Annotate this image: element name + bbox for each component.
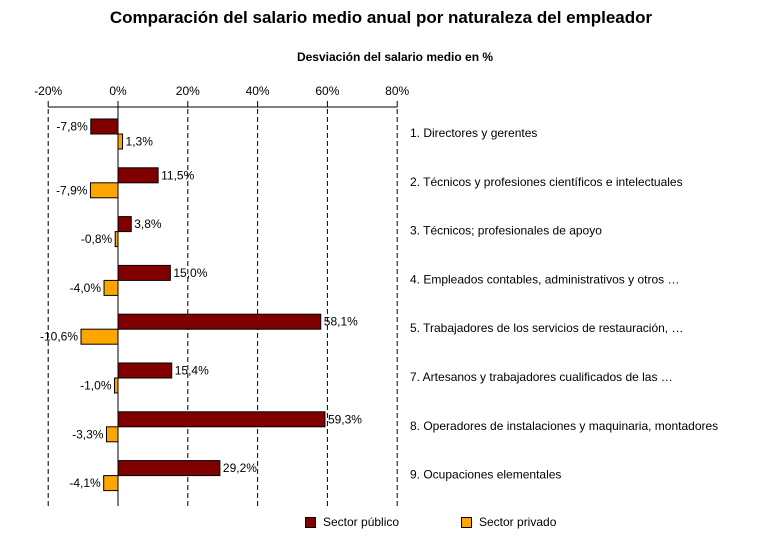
legend-item-publico: Sector público: [305, 515, 399, 529]
bar-sector-publico: [117, 167, 159, 184]
category-label: 9. Ocupaciones elementales: [410, 468, 561, 482]
data-label: 15,0%: [173, 266, 207, 280]
x-tick-label: 80%: [385, 84, 409, 98]
category-label: 7. Artesanos y trabajadores cualificados…: [410, 370, 673, 384]
x-tick-label: 40%: [246, 84, 270, 98]
data-label: -7,8%: [56, 120, 88, 134]
data-label: -4,1%: [69, 476, 101, 490]
data-label: 59,3%: [328, 412, 362, 426]
data-label: -7,9%: [56, 183, 88, 197]
bar-sector-privado: [80, 328, 119, 345]
bar-sector-publico: [117, 313, 322, 330]
legend-swatch-privado: [461, 516, 472, 528]
data-label: -3,3%: [72, 427, 104, 441]
bar-sector-privado: [105, 426, 119, 443]
data-label: -4,0%: [70, 281, 102, 295]
bar-sector-publico: [117, 411, 326, 428]
bar-sector-publico: [117, 460, 221, 477]
category-label: 8. Operadores de instalaciones y maquina…: [410, 419, 718, 433]
category-label: 3. Técnicos; profesionales de apoyo: [410, 224, 602, 238]
category-label: 4. Empleados contables, administrativos …: [410, 272, 679, 286]
legend-swatch-publico: [305, 516, 316, 528]
data-label: 11,5%: [161, 168, 194, 182]
legend-label-privado: Sector privado: [479, 515, 557, 529]
bar-sector-publico: [117, 362, 173, 379]
data-label: -1,0%: [80, 379, 112, 393]
category-label: 2. Técnicos y profesiones científicos e …: [410, 175, 683, 189]
data-label: 58,1%: [324, 315, 358, 329]
x-tick-label: -20%: [34, 84, 62, 98]
legend-label-publico: Sector público: [323, 515, 400, 529]
bar-sector-privado: [103, 475, 119, 492]
bar-sector-privado: [103, 279, 119, 296]
data-label: 1,3%: [126, 135, 154, 149]
x-tick-label: 20%: [176, 84, 200, 98]
bar-sector-privado: [89, 182, 119, 199]
legend-item-privado: Sector privado: [461, 515, 556, 529]
data-label: 29,2%: [223, 461, 257, 475]
x-axis-title: Desviación del salario medio en %: [296, 50, 494, 64]
data-label: 3,8%: [134, 217, 162, 231]
bar-sector-privado: [114, 377, 119, 394]
category-label: 5. Trabajadores de los servicios de rest…: [410, 321, 683, 335]
data-label: -10,6%: [40, 330, 78, 344]
chart-title: Comparación del salario medio anual por …: [109, 8, 653, 27]
x-tick-label: 0%: [109, 84, 127, 98]
bar-sector-publico: [117, 264, 171, 281]
x-tick-label: 60%: [315, 84, 339, 98]
bar-sector-publico: [117, 216, 132, 233]
data-label: 15,4%: [175, 364, 209, 378]
data-label: -0,8%: [81, 232, 113, 246]
category-label: 1. Directores y gerentes: [410, 126, 537, 140]
bar-sector-publico: [90, 118, 119, 135]
bar-sector-privado: [117, 133, 124, 150]
